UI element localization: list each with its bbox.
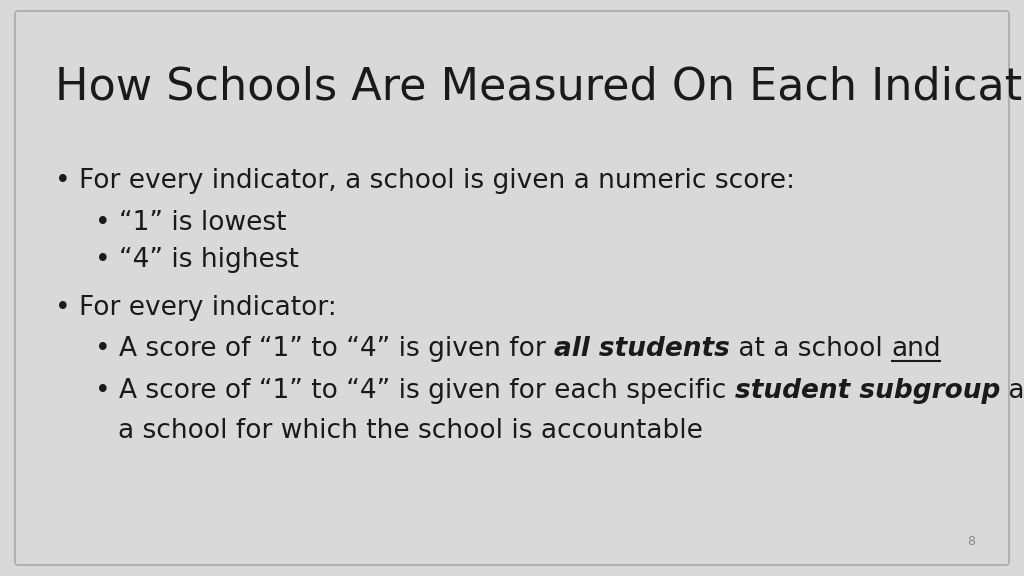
- Text: all students: all students: [554, 336, 730, 362]
- Text: student subgroup: student subgroup: [735, 378, 1000, 404]
- Text: • “1” is lowest: • “1” is lowest: [95, 210, 287, 236]
- Text: at a school: at a school: [730, 336, 891, 362]
- Text: • For every indicator:: • For every indicator:: [55, 295, 337, 321]
- FancyBboxPatch shape: [15, 11, 1009, 565]
- Text: • For every indicator, a school is given a numeric score:: • For every indicator, a school is given…: [55, 168, 795, 194]
- Text: • A score of “1” to “4” is given for each specific: • A score of “1” to “4” is given for eac…: [95, 378, 735, 404]
- Text: • “4” is highest: • “4” is highest: [95, 247, 299, 273]
- Text: a school for which the school is accountable: a school for which the school is account…: [118, 418, 702, 444]
- Text: • A score of “1” to “4” is given for: • A score of “1” to “4” is given for: [95, 336, 554, 362]
- Text: and: and: [891, 336, 941, 362]
- Text: at: at: [1000, 378, 1024, 404]
- Text: 8: 8: [967, 535, 975, 548]
- Text: How Schools Are Measured On Each Indicator: How Schools Are Measured On Each Indicat…: [55, 65, 1024, 108]
